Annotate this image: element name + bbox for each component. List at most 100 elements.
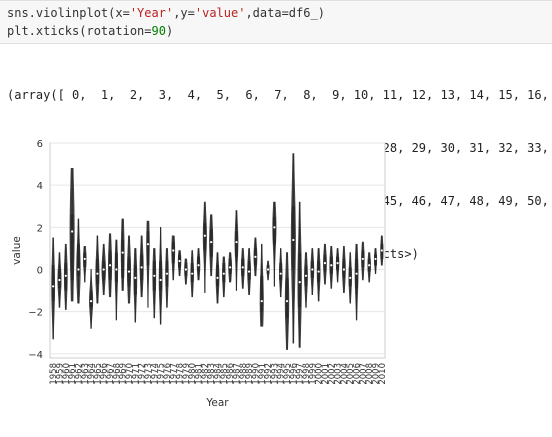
violin-median — [121, 251, 124, 254]
y-tick-label: 4 — [37, 181, 43, 192]
violin-median — [58, 278, 61, 282]
y-axis-label: value — [11, 236, 23, 265]
x-tick-label: 1978 — [176, 363, 186, 385]
violin-iqr-box — [260, 275, 264, 312]
y-tick-label: 0 — [37, 265, 43, 276]
x-tick-label: 1999 — [308, 363, 318, 385]
output-line: (array([ 0, 1, 2, 3, 4, 5, 6, 7, 8, 9, 1… — [7, 88, 549, 103]
x-tick-label: 1976 — [163, 363, 173, 385]
x-tick-label: 1997 — [296, 363, 306, 385]
violin-iqr-box — [133, 265, 137, 295]
violin-iqr-box — [272, 216, 276, 245]
code-number: 90 — [151, 24, 166, 38]
violin-median — [361, 257, 364, 261]
violin-median — [178, 259, 181, 263]
code-text: ,data=df6_) — [245, 6, 325, 20]
violin-median — [222, 272, 225, 275]
violin-iqr-box — [285, 277, 289, 318]
x-tick-label: 1983 — [207, 363, 217, 385]
violin-median — [102, 268, 105, 271]
code-string: 'value' — [194, 6, 246, 20]
x-tick-label: 2009 — [372, 363, 382, 385]
violin-median — [52, 285, 55, 288]
violin-median — [317, 270, 320, 273]
x-tick-label: 2010 — [378, 363, 388, 385]
violin-median — [342, 268, 346, 271]
violin-median — [374, 257, 377, 261]
violin-iqr-box — [121, 239, 125, 278]
y-tick-label: −2 — [28, 308, 43, 319]
x-tick-label: 1984 — [214, 363, 224, 385]
x-tick-label: 1977 — [169, 363, 179, 385]
violin-iqr-box — [89, 290, 93, 308]
violin-median — [64, 274, 67, 277]
violin-median — [184, 268, 187, 271]
violin-iqr-box — [291, 206, 295, 270]
y-tick-label: 2 — [37, 223, 43, 234]
x-axis-label: Year — [205, 397, 229, 409]
x-tick-label: 1993 — [270, 363, 280, 385]
violin-iqr-box — [279, 263, 283, 281]
violin-median — [368, 264, 371, 267]
violin-iqr-box — [114, 252, 118, 283]
violin-median — [330, 264, 333, 267]
violin-median — [96, 272, 99, 275]
x-tick-label: 1975 — [157, 363, 167, 385]
x-tick-label: 1961 — [68, 363, 78, 385]
code-line-1: sns.violinplot(x='Year',y='value',data=d… — [7, 6, 325, 20]
x-tick-label: 1986 — [226, 363, 236, 385]
x-tick-label: 1969 — [119, 363, 129, 385]
code-text: sns.violinplot(x= — [7, 6, 130, 20]
x-tick-label: 1958 — [49, 363, 59, 385]
violin-median — [323, 262, 327, 265]
violin-iqr-box — [77, 244, 80, 276]
violin-median — [235, 240, 238, 244]
violin-iqr-box — [70, 214, 74, 281]
code-text: plt.xticks(rotation= — [7, 24, 152, 38]
violin-iqr-box — [96, 258, 99, 285]
violin-median — [165, 272, 169, 275]
violin-median — [349, 276, 352, 280]
x-tick-label: 1992 — [264, 363, 274, 385]
x-tick-label: 2002 — [327, 363, 337, 385]
violin-median — [210, 240, 213, 244]
x-tick-label: 1963 — [81, 363, 91, 385]
violin-median — [71, 230, 74, 233]
y-tick-label: −4 — [28, 350, 43, 361]
violin-median — [134, 276, 137, 280]
x-tick-label: 1982 — [201, 363, 211, 385]
x-tick-label: 1972 — [138, 363, 148, 385]
violin-median — [89, 299, 93, 303]
violin-median — [273, 226, 276, 229]
violin-iqr-box — [146, 231, 150, 266]
x-tick-label: 1980 — [188, 363, 198, 385]
violin-iqr-box — [171, 242, 175, 264]
plot-area — [49, 142, 386, 359]
x-tick-label: 2003 — [334, 363, 344, 385]
x-tick-label: 2006 — [353, 363, 363, 385]
x-tick-label: 1988 — [239, 363, 249, 385]
violin-median — [153, 274, 156, 277]
x-tick-label: 1990 — [251, 363, 261, 385]
x-tick-label: 1979 — [182, 363, 192, 385]
code-string: 'Year' — [129, 6, 174, 20]
violin-median — [355, 272, 358, 275]
x-tick-label: 2004 — [340, 363, 350, 385]
violin-median — [380, 249, 383, 252]
x-tick-label: 2008 — [365, 363, 375, 385]
violin-median — [140, 266, 143, 269]
violin-median — [292, 238, 295, 242]
violin-median — [83, 257, 86, 261]
violin-median — [115, 268, 118, 271]
violin-median — [229, 266, 232, 269]
x-tick-label: 1985 — [220, 363, 230, 385]
x-tick-label: 1964 — [87, 363, 97, 385]
violin-iqr-box — [159, 261, 163, 291]
x-tick-label: 1994 — [277, 363, 287, 385]
x-tick-label: 1989 — [245, 363, 255, 385]
x-tick-label: 2001 — [321, 363, 331, 385]
violin-median — [311, 268, 314, 271]
violin-median — [159, 278, 162, 282]
code-cell[interactable]: sns.violinplot(x='Year',y='value',data=d… — [0, 0, 552, 44]
code-text: ,y= — [173, 6, 195, 20]
